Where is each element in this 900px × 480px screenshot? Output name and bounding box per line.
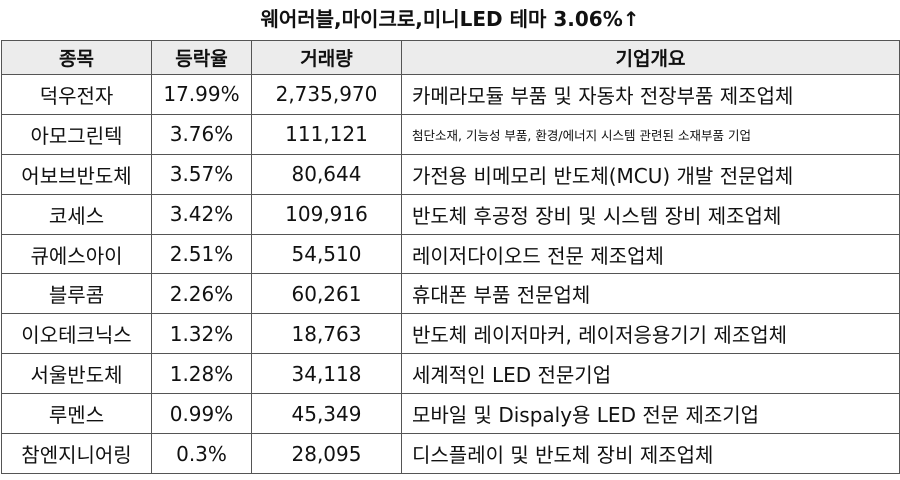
volume: 54,510	[251, 233, 402, 275]
change-rate: 2.51%	[151, 233, 252, 275]
stock-name: 서울반도체	[1, 353, 152, 395]
change-rate: 2.26%	[151, 273, 252, 315]
volume: 80,644	[251, 153, 402, 195]
change-rate: 3.42%	[151, 193, 252, 235]
change-rate: 1.32%	[151, 313, 252, 355]
stock-name: 코세스	[1, 193, 152, 235]
table-row: 블루콤 2.26% 60,261 휴대폰 부품 전문업체	[1, 273, 900, 315]
volume: 28,095	[251, 433, 402, 474]
company-overview: 첨단소재, 기능성 부품, 환경/에너지 시스템 관련된 소재부품 기업	[401, 113, 900, 155]
change-rate: 0.3%	[151, 433, 252, 474]
table-row: 참엔지니어링 0.3% 28,095 디스플레이 및 반도체 장비 제조업체	[1, 433, 900, 474]
stock-name: 이오테크닉스	[1, 313, 152, 355]
company-overview: 반도체 레이저마커, 레이저응용기기 제조업체	[401, 313, 900, 355]
company-overview: 디스플레이 및 반도체 장비 제조업체	[401, 433, 900, 474]
header-change-rate: 등락율	[151, 40, 252, 75]
header-company-overview: 기업개요	[401, 40, 900, 75]
change-rate: 3.57%	[151, 153, 252, 195]
company-overview: 카메라모듈 부품 및 자동차 전장부품 제조업체	[401, 74, 900, 115]
volume: 34,118	[251, 353, 402, 395]
change-rate: 17.99%	[151, 74, 252, 115]
volume: 111,121	[251, 113, 402, 155]
header-stock-name: 종목	[1, 40, 152, 75]
stock-name: 아모그린텍	[1, 113, 152, 155]
table-row: 루멘스 0.99% 45,349 모바일 및 Dispaly용 LED 전문 제…	[1, 393, 900, 435]
company-overview: 가전용 비메모리 반도체(MCU) 개발 전문업체	[401, 153, 900, 195]
volume: 18,763	[251, 313, 402, 355]
stock-name: 큐에스아이	[1, 233, 152, 275]
theme-stock-table: 종목 등락율 거래량 기업개요 덕우전자 17.99% 2,735,970 카메…	[1, 40, 900, 474]
stock-name: 참엔지니어링	[1, 433, 152, 474]
table-header-row: 종목 등락율 거래량 기업개요	[1, 40, 900, 75]
change-rate: 3.76%	[151, 113, 252, 155]
change-rate: 0.99%	[151, 393, 252, 435]
table-row: 어보브반도체 3.57% 80,644 가전용 비메모리 반도체(MCU) 개발…	[1, 153, 900, 195]
volume: 109,916	[251, 193, 402, 235]
stock-name: 어보브반도체	[1, 153, 152, 195]
table-row: 이오테크닉스 1.32% 18,763 반도체 레이저마커, 레이저응용기기 제…	[1, 313, 900, 355]
table-row: 덕우전자 17.99% 2,735,970 카메라모듈 부품 및 자동차 전장부…	[1, 74, 900, 115]
company-overview: 레이저다이오드 전문 제조업체	[401, 233, 900, 275]
page-title: 웨어러블,마이크로,미니LED 테마 3.06%↑	[260, 7, 640, 31]
table-row: 큐에스아이 2.51% 54,510 레이저다이오드 전문 제조업체	[1, 233, 900, 275]
volume: 45,349	[251, 393, 402, 435]
header-volume: 거래량	[251, 40, 402, 75]
stock-name: 루멘스	[1, 393, 152, 435]
change-rate: 1.28%	[151, 353, 252, 395]
stock-name: 블루콤	[1, 273, 152, 315]
volume: 2,735,970	[251, 74, 402, 115]
company-overview: 모바일 및 Dispaly용 LED 전문 제조기업	[401, 393, 900, 435]
stock-name: 덕우전자	[1, 74, 152, 115]
table-row: 코세스 3.42% 109,916 반도체 후공정 장비 및 시스템 장비 제조…	[1, 193, 900, 235]
company-overview: 반도체 후공정 장비 및 시스템 장비 제조업체	[401, 193, 900, 235]
table-row: 서울반도체 1.28% 34,118 세계적인 LED 전문기업	[1, 353, 900, 395]
volume: 60,261	[251, 273, 402, 315]
company-overview: 휴대폰 부품 전문업체	[401, 273, 900, 315]
table-row: 아모그린텍 3.76% 111,121 첨단소재, 기능성 부품, 환경/에너지…	[1, 113, 900, 155]
company-overview: 세계적인 LED 전문기업	[401, 353, 900, 395]
